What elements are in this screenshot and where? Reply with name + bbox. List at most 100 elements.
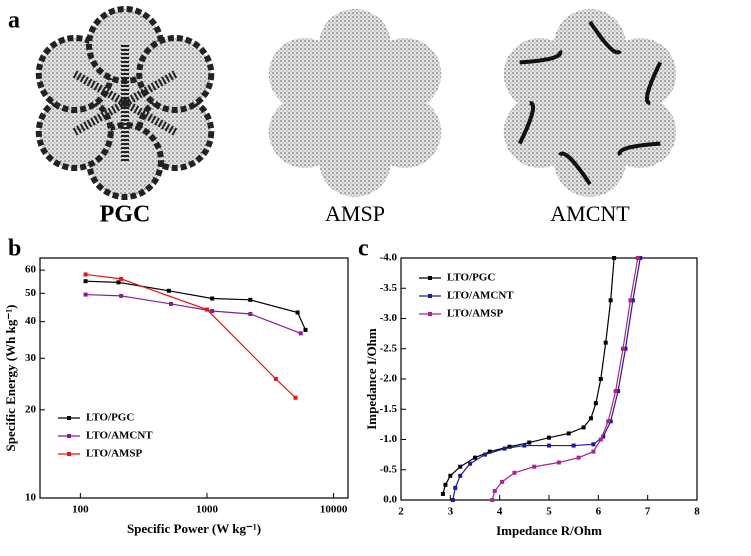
y-tick-label: -4.0 bbox=[380, 252, 398, 264]
marker bbox=[576, 455, 581, 460]
marker bbox=[547, 435, 551, 440]
marker bbox=[83, 292, 88, 297]
carbon-bridge bbox=[123, 99, 178, 136]
y-axis-title: Impedance I/Ohm bbox=[364, 328, 379, 430]
marker bbox=[612, 256, 617, 260]
marker bbox=[119, 293, 124, 298]
marker bbox=[593, 401, 598, 406]
nanotube bbox=[644, 61, 663, 105]
legend-marker bbox=[67, 452, 71, 456]
y-tick-label: -2.0 bbox=[380, 373, 398, 385]
marker bbox=[453, 485, 458, 490]
legend-label: LTO/AMCNT bbox=[86, 430, 153, 442]
y-tick-label: 30 bbox=[25, 352, 37, 364]
nanotube bbox=[588, 20, 622, 55]
marker bbox=[566, 431, 571, 436]
marker bbox=[601, 434, 606, 439]
plot-frame bbox=[39, 257, 349, 499]
marker bbox=[500, 479, 505, 484]
marker bbox=[512, 470, 517, 475]
marker bbox=[532, 464, 537, 469]
carbon-bridge bbox=[123, 70, 178, 107]
legend-label: LTO/AMSP bbox=[447, 308, 504, 320]
marker bbox=[630, 298, 635, 303]
caption: AMCNT bbox=[550, 201, 630, 226]
y-tick-label: -0.5 bbox=[380, 463, 398, 475]
marker bbox=[210, 296, 215, 301]
carbon-bridge bbox=[72, 70, 127, 107]
marker bbox=[298, 331, 303, 336]
marker bbox=[507, 444, 512, 449]
marker bbox=[527, 440, 532, 445]
legend-marker bbox=[67, 416, 71, 420]
marker bbox=[83, 272, 88, 277]
x-tick-label: 7 bbox=[645, 506, 651, 518]
nanotube bbox=[517, 101, 536, 145]
marker bbox=[635, 256, 640, 260]
y-tick-label: 40 bbox=[25, 315, 37, 327]
marker bbox=[248, 297, 253, 302]
y-tick-label: 0.0 bbox=[383, 494, 397, 506]
x-tick-label: 8 bbox=[694, 506, 700, 518]
illustrations bbox=[35, 6, 677, 200]
marker bbox=[473, 455, 477, 460]
marker bbox=[487, 449, 492, 454]
marker bbox=[440, 491, 445, 496]
nanotube bbox=[617, 141, 661, 157]
x-tick-label: 2 bbox=[398, 506, 404, 518]
y-tick-label: 10 bbox=[25, 492, 37, 504]
marker bbox=[248, 311, 253, 316]
marker bbox=[628, 298, 633, 303]
marker bbox=[621, 346, 625, 351]
series-line bbox=[85, 273, 296, 399]
y-tick-label: -2.5 bbox=[380, 342, 398, 354]
marker bbox=[116, 280, 121, 285]
marker bbox=[458, 464, 463, 469]
particle bbox=[604, 38, 677, 110]
caption: PGC bbox=[100, 202, 151, 228]
y-tick-label: 50 bbox=[25, 287, 37, 299]
x-tick-label: 4 bbox=[497, 506, 503, 518]
marker bbox=[606, 419, 611, 424]
marker bbox=[273, 376, 278, 381]
marker bbox=[591, 442, 596, 447]
marker bbox=[448, 473, 453, 478]
marker bbox=[616, 389, 621, 394]
marker bbox=[293, 395, 298, 400]
x-tick-label: 100 bbox=[72, 504, 89, 516]
x-tick-label: 3 bbox=[448, 506, 454, 518]
x-axis-title: Specific Power (W kg⁻¹) bbox=[127, 521, 261, 536]
nanotube bbox=[558, 151, 592, 186]
marker bbox=[598, 377, 603, 381]
panel-label: c bbox=[358, 236, 369, 262]
particle bbox=[503, 96, 576, 168]
marker bbox=[166, 288, 171, 293]
marker bbox=[490, 498, 495, 502]
y-tick-label: -3.0 bbox=[380, 312, 398, 324]
marker bbox=[591, 449, 596, 454]
marker bbox=[581, 425, 586, 430]
marker bbox=[608, 419, 613, 424]
marker bbox=[522, 443, 527, 448]
legend-label: LTO/PGC bbox=[86, 412, 134, 424]
marker bbox=[458, 473, 463, 478]
series-line bbox=[491, 257, 639, 501]
marker bbox=[638, 256, 643, 260]
y-tick-label: -1.5 bbox=[380, 403, 398, 415]
y-tick-label: -1.0 bbox=[380, 433, 398, 445]
x-tick-label: 6 bbox=[596, 506, 602, 518]
panel-label: b bbox=[8, 236, 21, 262]
marker bbox=[588, 416, 593, 421]
x-axis-title: Impedance R/Ohm bbox=[496, 523, 602, 538]
marker bbox=[502, 446, 507, 451]
marker bbox=[482, 452, 487, 457]
x-tick-label: 5 bbox=[546, 506, 552, 518]
marker bbox=[83, 279, 88, 284]
legend-marker bbox=[428, 276, 432, 280]
panel-label: a bbox=[8, 8, 20, 34]
series-line bbox=[85, 293, 301, 334]
marker bbox=[204, 307, 209, 312]
carbon-bridge bbox=[72, 99, 127, 136]
marker bbox=[295, 310, 300, 315]
